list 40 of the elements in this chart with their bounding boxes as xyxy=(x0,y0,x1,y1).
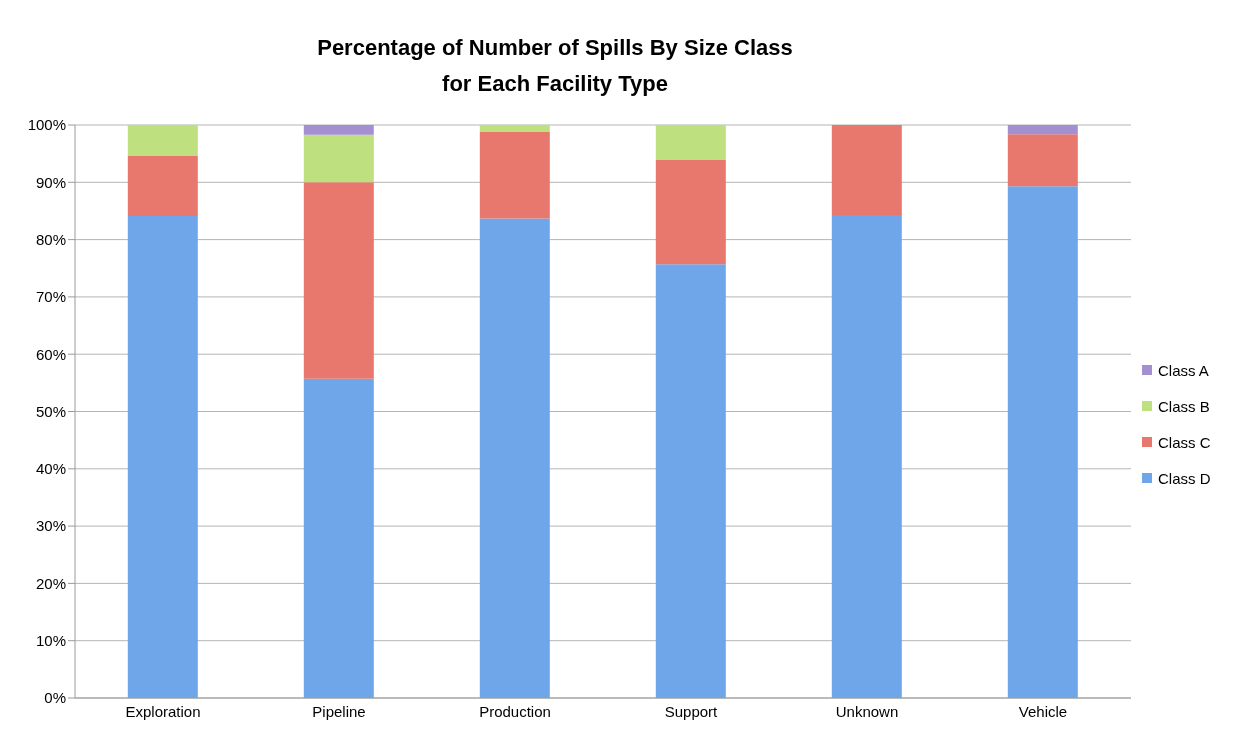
bar xyxy=(127,216,198,698)
bar xyxy=(655,159,726,265)
y-tick-label: 10% xyxy=(35,632,66,650)
bar xyxy=(831,125,902,215)
bar xyxy=(1007,134,1078,187)
bar xyxy=(479,218,550,698)
y-tick-label: 20% xyxy=(35,574,66,592)
y-tick-label: 0% xyxy=(44,689,66,707)
y-tick-label: 40% xyxy=(35,460,66,478)
bar xyxy=(831,214,902,698)
bar xyxy=(127,125,198,156)
bar xyxy=(1007,186,1078,698)
bar xyxy=(303,125,374,135)
legend-label: Class D xyxy=(1158,469,1211,487)
bar xyxy=(479,131,550,219)
legend-label: Class C xyxy=(1158,433,1211,451)
bar xyxy=(655,125,726,160)
bar xyxy=(303,182,374,379)
chart-title: Percentage of Number of Spills By Size Class for Each Facility Type xyxy=(317,35,793,96)
y-tick-label: 70% xyxy=(35,288,66,306)
x-tick-label: Support xyxy=(664,702,719,720)
x-tick-label: Unknown xyxy=(835,702,899,720)
x-tick-label: Exploration xyxy=(125,702,201,720)
x-tick-label: Pipeline xyxy=(312,702,366,720)
y-tick-label: 60% xyxy=(35,345,66,363)
y-tick-label: 100% xyxy=(27,116,66,134)
legend-label: Class A xyxy=(1158,361,1209,379)
y-tick-label: 90% xyxy=(35,173,66,191)
y-tick-label: 50% xyxy=(35,402,66,420)
bar xyxy=(127,155,198,217)
legend-label: Class B xyxy=(1158,397,1210,415)
y-tick-label: 30% xyxy=(35,517,66,535)
bar xyxy=(1007,125,1078,135)
x-tick-label: Vehicle xyxy=(1018,702,1068,720)
y-tick-label: 80% xyxy=(35,230,66,248)
bar xyxy=(303,134,374,183)
bar xyxy=(655,264,726,698)
bar xyxy=(479,125,550,132)
x-tick-label: Production xyxy=(479,702,551,720)
bar xyxy=(303,378,374,698)
